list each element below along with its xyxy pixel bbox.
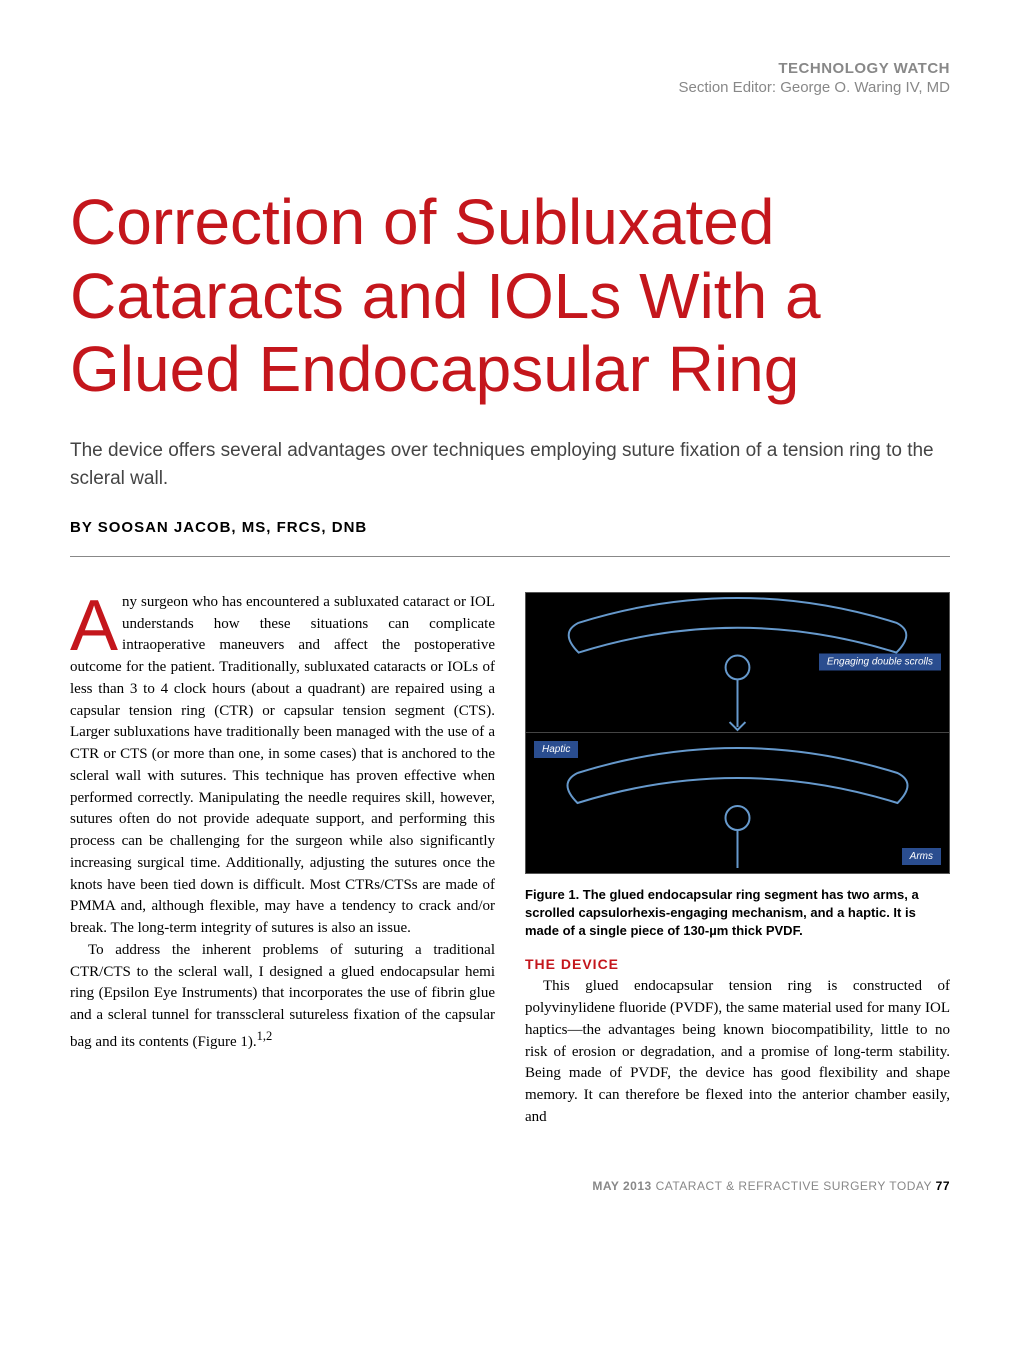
page-header: TECHNOLOGY WATCH Section Editor: George … [70, 60, 950, 96]
para2-text: To address the inherent problems of sutu… [70, 942, 495, 1050]
section-editor: Section Editor: George O. Waring IV, MD [70, 79, 950, 96]
subsection-text: This glued endocapsular tension ring is … [525, 976, 950, 1128]
body-paragraph-1: Any surgeon who has encountered a sublux… [70, 592, 495, 940]
page-footer: MAY 2013 CATARACT & REFRACTIVE SURGERY T… [70, 1179, 950, 1193]
figure-caption: Figure 1. The glued endocapsular ring se… [525, 886, 950, 941]
article-subtitle: The device offers several advantages ove… [70, 437, 950, 494]
footer-publication: CATARACT & REFRACTIVE SURGERY TODAY [656, 1179, 932, 1193]
subsection-para: This glued endocapsular tension ring is … [525, 976, 950, 1128]
divider [70, 556, 950, 557]
subsection-heading: THE DEVICE [525, 956, 950, 972]
left-column: Any surgeon who has encountered a sublux… [70, 592, 495, 1129]
section-heading: TECHNOLOGY WATCH [70, 60, 950, 77]
article-byline: BY SOOSAN JACOB, MS, FRCS, DNB [70, 519, 950, 536]
figure-curve-bottom [526, 733, 949, 873]
content-columns: Any surgeon who has encountered a sublux… [70, 592, 950, 1129]
figure-label-haptic: Haptic [534, 741, 578, 758]
figure-panel-top: Engaging double scrolls [526, 593, 949, 733]
body-paragraph-2: To address the inherent problems of sutu… [70, 940, 495, 1054]
figure-1: Engaging double scrolls Haptic Arms [525, 592, 950, 874]
figure-label-scrolls: Engaging double scrolls [819, 654, 941, 671]
references: 1,2 [257, 1029, 273, 1043]
footer-date: MAY 2013 [592, 1179, 651, 1193]
right-column: Engaging double scrolls Haptic Arms Figu… [525, 592, 950, 1129]
footer-page: 77 [936, 1179, 950, 1193]
article-title: Correction of Subluxated Cataracts and I… [70, 186, 950, 407]
figure-label-arms: Arms [902, 848, 941, 865]
figure-image: Engaging double scrolls Haptic Arms [525, 592, 950, 874]
figure-panel-bottom: Haptic Arms [526, 733, 949, 873]
para1-text: ny surgeon who has encountered a subluxa… [70, 594, 495, 936]
dropcap: A [70, 592, 122, 657]
